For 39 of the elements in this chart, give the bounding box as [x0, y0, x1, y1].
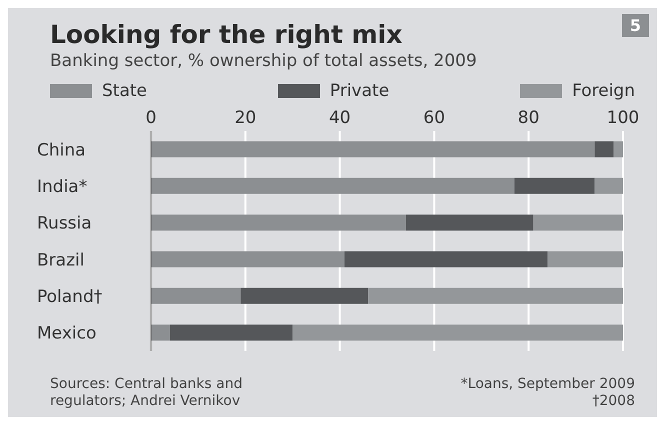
source-note: Sources: Central banks and regulators; Andrei Vernikov: [50, 376, 244, 410]
bar: [533, 214, 623, 231]
y-tick-label: India*: [37, 177, 88, 198]
y-tick-label: Russia: [37, 214, 92, 234]
x-tick-label: 100: [606, 108, 640, 128]
y-tick-label: China: [37, 140, 86, 160]
y-tick-label: Brazil: [37, 250, 84, 270]
text: *Loans, September 2009: [460, 376, 635, 393]
bar: [514, 178, 595, 194]
bar: [151, 288, 241, 304]
bar: [406, 214, 534, 231]
chart-title: Looking for the right mix: [50, 20, 402, 49]
text: †2008: [591, 393, 635, 410]
bar: [368, 288, 623, 304]
bar: [240, 288, 368, 304]
x-tick-label: 0: [146, 108, 156, 128]
bar: [344, 251, 548, 268]
bar: [170, 324, 293, 341]
legend-label: Foreign: [572, 81, 635, 101]
bar: [151, 324, 170, 341]
bar: [292, 324, 623, 341]
bar: [614, 141, 623, 158]
bar: [594, 178, 623, 194]
bar: [151, 141, 595, 158]
legend-label: State: [102, 81, 147, 101]
text: 5: [622, 14, 649, 37]
y-tick-label: Mexico: [37, 324, 96, 344]
legend-label: Private: [330, 81, 390, 101]
chart-subtitle: Banking sector, % ownership of total assets, 2009: [49, 50, 478, 71]
y-tick-label: Poland†: [37, 287, 103, 308]
bar: [594, 141, 614, 158]
bar: [151, 251, 345, 268]
bar: [151, 178, 514, 194]
x-tick-label: 60: [423, 108, 446, 128]
bar: [151, 214, 406, 231]
x-tick-label: 20: [234, 108, 256, 128]
bar: [547, 251, 623, 268]
x-tick-label: 40: [328, 108, 351, 128]
x-tick-label: 80: [518, 108, 540, 128]
